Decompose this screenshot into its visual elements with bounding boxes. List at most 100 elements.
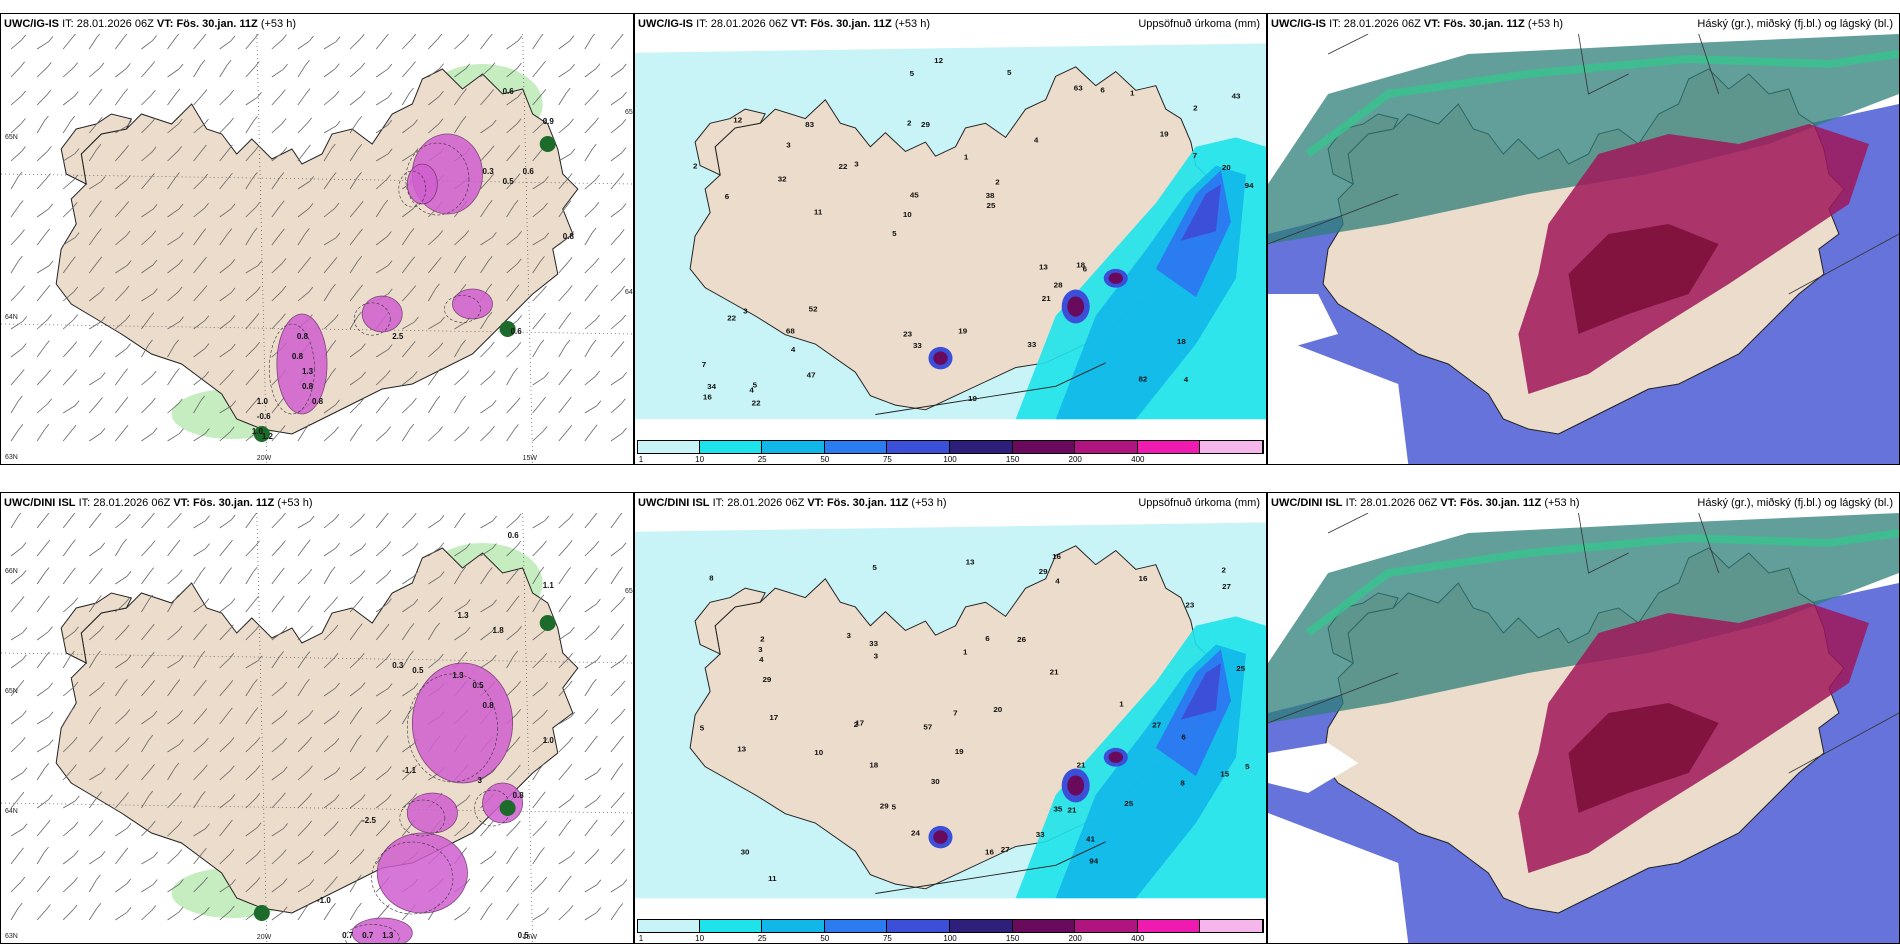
wind-barb	[402, 547, 415, 557]
wind-barb	[10, 348, 23, 358]
wind-barb-flag	[202, 256, 207, 263]
wind-barb-flag	[305, 651, 311, 657]
wind-barb	[193, 37, 203, 50]
wind-barb	[141, 344, 149, 358]
wind-barb	[349, 149, 359, 162]
wind-barb-flag	[19, 791, 25, 798]
wind-barb	[454, 547, 467, 557]
wind-barb-flag	[254, 369, 260, 375]
wind-barb	[323, 41, 337, 50]
wind-barb-flag	[438, 426, 444, 432]
wind-barb	[610, 290, 622, 302]
wind-barb	[532, 237, 545, 246]
wind-barb	[375, 771, 388, 781]
wind-barb-flag	[280, 228, 285, 235]
wind-barb	[219, 292, 232, 302]
wind-barb	[349, 601, 360, 613]
wind-barb	[271, 517, 282, 529]
wind-barb-flag	[98, 568, 103, 574]
wind-barb	[10, 320, 23, 330]
wind-barb	[219, 572, 229, 585]
wind-barb	[193, 376, 205, 386]
wind-barb	[193, 881, 204, 893]
wind-barb-flag	[462, 88, 467, 94]
wind-barb-flag	[71, 539, 76, 545]
wind-barb-flag	[622, 63, 627, 70]
heavy-wind-area	[499, 321, 516, 337]
wind-barb-flag	[358, 596, 364, 602]
wind-barb-flag	[254, 61, 260, 67]
precip-value-label: 19	[958, 327, 968, 336]
wind-barb	[610, 685, 622, 697]
wind-barb	[271, 39, 283, 50]
precip-value-label: 24	[911, 829, 921, 838]
wind-barb	[454, 39, 466, 50]
precip-value-label: 2	[907, 119, 911, 128]
wind-barb-flag	[202, 89, 208, 95]
wind-barb	[167, 660, 180, 669]
wind-barb-flag	[97, 256, 103, 263]
wind-barb	[245, 629, 256, 641]
wind-barb-flag	[48, 626, 53, 632]
wind-barb-flag	[200, 567, 206, 573]
colorbar-tick-label: 1	[638, 455, 644, 464]
wind-barb	[167, 177, 176, 190]
wind-barb	[115, 401, 125, 414]
wind-barb-flag	[255, 540, 260, 547]
wind-barb	[88, 516, 99, 529]
wind-barb	[245, 660, 259, 669]
wind-barb-flag	[308, 625, 313, 632]
wind-barb	[454, 344, 462, 358]
wind-barb	[141, 856, 154, 865]
wind-barb	[193, 123, 205, 134]
wind-barb	[62, 711, 71, 725]
wind-barb	[36, 120, 45, 134]
precip-area	[1067, 296, 1085, 317]
wind-barb-flag	[330, 566, 336, 573]
wind-barb	[167, 517, 178, 529]
wind-barb	[36, 656, 46, 669]
wind-barb-flag	[596, 400, 602, 407]
wind-barb	[167, 37, 177, 50]
wind-barb	[480, 631, 492, 641]
wind-barb	[323, 518, 336, 529]
wind-barb-flag	[150, 117, 156, 124]
wind-barb-flag	[150, 680, 155, 686]
wind-barb-flag	[596, 598, 601, 605]
wind-barb-flag	[230, 598, 236, 604]
wind-barb-flag	[360, 91, 366, 97]
wind-barb-flag	[74, 795, 80, 802]
wind-barb	[375, 124, 389, 134]
panel-header: UWC/IG-IS IT: 28.01.2026 06Z VT: Fös. 30…	[1268, 14, 1899, 34]
wind-barb-flag	[149, 567, 155, 573]
precip-value-label: 57	[923, 723, 932, 732]
wind-barb	[62, 602, 75, 613]
wind-barb	[115, 769, 125, 781]
wind-barb	[480, 67, 492, 78]
wind-barb-flag	[230, 287, 236, 294]
wind-barb	[480, 520, 493, 529]
wind-barb-flag	[517, 625, 522, 632]
wind-barb-flag	[516, 258, 522, 265]
wind-barb	[506, 880, 516, 893]
wind-barb	[36, 289, 47, 302]
wind-barb-flag	[309, 176, 315, 182]
wind-barb-flag	[334, 737, 340, 744]
wind-barb-flag	[229, 653, 235, 659]
wind-barb	[610, 319, 622, 330]
wind-barb-flag	[413, 148, 419, 154]
wind-barb	[115, 373, 124, 386]
wind-barb-flag	[439, 571, 445, 577]
wind-barb-flag	[594, 201, 600, 208]
wind-barb	[62, 37, 73, 50]
hatched-area	[405, 142, 470, 216]
precip-value-label: 21	[1042, 294, 1052, 303]
wind-barb-flag	[491, 119, 497, 126]
wind-barb-flag	[360, 682, 366, 688]
wind-barb-flag	[387, 260, 393, 266]
wind-barb-flag	[490, 370, 496, 377]
wind-barb	[532, 94, 543, 106]
wind-barb-flag	[333, 596, 338, 603]
wind-barb-flag	[492, 543, 497, 549]
axis-tick-label: 15W	[523, 455, 538, 462]
